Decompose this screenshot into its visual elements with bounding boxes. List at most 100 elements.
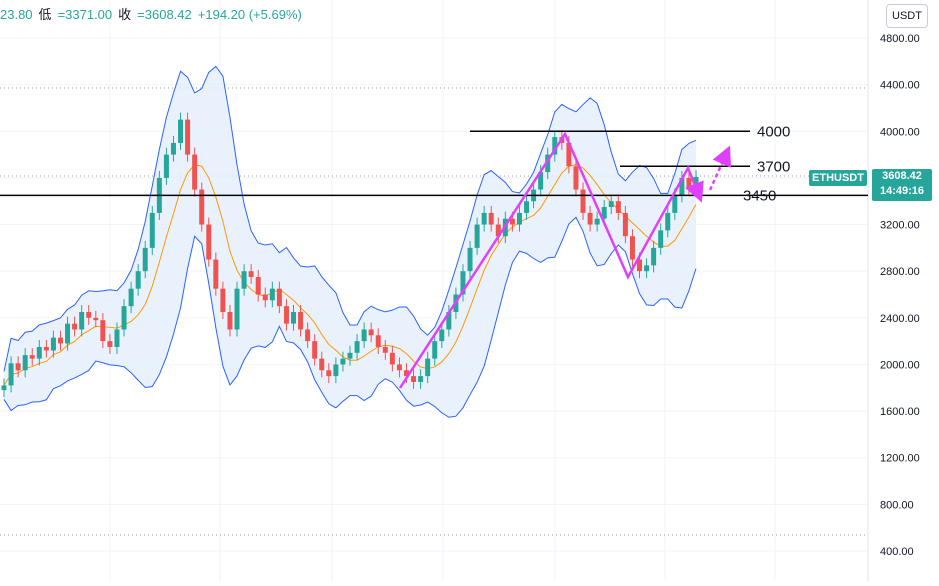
bollinger-upper <box>3 65 697 372</box>
price-tick-label: 2800.00 <box>880 266 920 278</box>
candle-body <box>36 346 42 359</box>
symbol-tag: ETHUSDT <box>809 170 867 186</box>
close-label: 收 <box>118 7 132 22</box>
candle-body <box>269 288 275 301</box>
level-label-4000: 4000 <box>757 123 790 140</box>
candle-body <box>552 137 558 155</box>
candle-body <box>425 358 431 377</box>
candle-body <box>538 172 544 190</box>
candle-body <box>446 311 452 330</box>
candle-body <box>213 259 219 289</box>
price-tick-label: 2400.00 <box>880 313 920 325</box>
candle-body <box>545 154 551 173</box>
candle-body <box>72 323 78 330</box>
candle-body <box>262 294 268 301</box>
candle-body <box>248 271 254 278</box>
candle-body <box>29 355 35 359</box>
level-label-3700: 3700 <box>757 158 790 175</box>
candle-body <box>255 277 261 295</box>
candle-body <box>319 358 325 371</box>
candle-body <box>333 364 339 377</box>
last-price-box: 3608.42 14:49:16 <box>872 169 932 201</box>
candle-body <box>418 376 424 382</box>
candle-body <box>22 355 28 371</box>
candle-body <box>516 212 522 225</box>
candle-body <box>149 212 155 248</box>
price-tick-label: 4800.00 <box>880 33 920 45</box>
candle-body <box>107 341 113 347</box>
candle-body <box>93 317 99 321</box>
close-value: =3608.42 <box>137 7 192 22</box>
candle-body <box>234 288 240 330</box>
candle-body <box>432 341 438 359</box>
candle-body <box>142 247 148 272</box>
candle-body <box>227 311 233 330</box>
wave-annotation <box>398 131 704 389</box>
price-tick-label: 4400.00 <box>880 80 920 92</box>
candle-body <box>608 201 614 208</box>
bollinger-lower <box>3 216 697 418</box>
candle-body <box>220 288 226 312</box>
candle-body <box>467 247 473 272</box>
candle-body <box>57 337 63 344</box>
candle-body <box>305 329 311 342</box>
candle-body <box>411 376 417 382</box>
last-price: 3608.42 <box>882 170 922 182</box>
candle-body <box>206 224 212 260</box>
low-label: 低 <box>38 7 52 22</box>
candle-body <box>114 329 120 347</box>
candle-body <box>340 358 346 365</box>
candle-body <box>481 212 487 225</box>
candle-body <box>587 212 593 225</box>
candle-body <box>163 154 169 178</box>
candle-body <box>672 195 678 213</box>
candle-body <box>580 189 586 213</box>
candle-body <box>276 288 282 307</box>
candle-body <box>686 177 692 190</box>
candle-body <box>566 142 572 167</box>
candle-body <box>509 218 515 225</box>
candle-body <box>524 201 530 213</box>
candle-body <box>622 212 628 237</box>
candle-body <box>135 271 141 289</box>
currency-button[interactable]: USDT <box>886 4 928 28</box>
candle-body <box>283 306 289 324</box>
candle-body <box>326 370 332 377</box>
candle-body <box>637 259 643 272</box>
candle-body <box>192 154 198 190</box>
open-value: 23.80 <box>0 7 33 22</box>
candle-body <box>460 271 466 295</box>
price-tick-label: 2000.00 <box>880 359 920 371</box>
candle-body <box>121 306 127 330</box>
low-value: =3371.00 <box>57 7 113 22</box>
candle-body <box>241 271 247 289</box>
candle-body <box>629 236 635 260</box>
candle-body <box>495 224 501 237</box>
candle-body <box>178 119 184 143</box>
candle-body <box>361 329 367 342</box>
candle-body <box>298 311 304 330</box>
candle-body <box>50 337 56 351</box>
bollinger-band-fill <box>4 66 696 418</box>
price-tick-label: 3200.00 <box>880 220 920 232</box>
candle-body <box>347 352 353 359</box>
candle-body <box>615 201 621 213</box>
candle-body <box>382 346 388 353</box>
level-label-3450: 3450 <box>743 187 776 204</box>
candle-body <box>312 341 318 359</box>
price-tick-label: 800.00 <box>880 499 914 511</box>
candle-body <box>15 363 21 371</box>
candle-body <box>651 247 657 266</box>
candle-body <box>375 335 381 347</box>
candle-body <box>594 218 600 225</box>
change-value: +194.20 (+5.69%) <box>197 7 302 22</box>
candle-body <box>474 224 480 248</box>
candle-body <box>658 230 664 248</box>
projection-arrow <box>708 145 731 191</box>
candle-body <box>43 346 49 351</box>
candle-body <box>488 212 494 225</box>
candle-body <box>199 189 205 225</box>
candle-body <box>100 320 106 342</box>
